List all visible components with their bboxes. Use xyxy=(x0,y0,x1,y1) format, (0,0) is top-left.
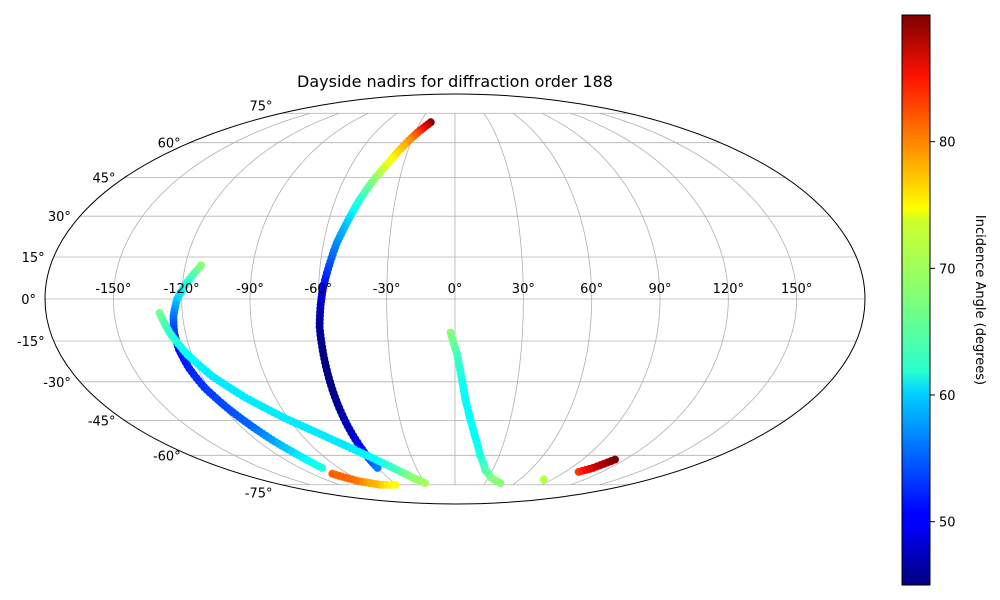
gridlines xyxy=(45,112,865,486)
lat-tick-label: -15° xyxy=(17,335,45,350)
meridian-gridline xyxy=(541,112,661,486)
lon-tick-label: 90° xyxy=(648,282,671,297)
map-boundary xyxy=(44,93,866,505)
meridian-gridline xyxy=(112,112,311,486)
data-point xyxy=(610,455,619,464)
lat-tick-label: -45° xyxy=(88,414,116,429)
lon-tick-label: -60° xyxy=(304,282,332,297)
lon-tick-label: 150° xyxy=(781,282,812,297)
colorbar-tick-label: 80 xyxy=(939,136,956,151)
lon-tick-label: 30° xyxy=(512,282,535,297)
colorbar-tick-label: 50 xyxy=(939,516,956,531)
lon-tick-label: -150° xyxy=(95,282,131,297)
data-points xyxy=(155,118,619,489)
meridian-gridline xyxy=(599,112,798,486)
lat-tick-label: 45° xyxy=(93,172,116,187)
data-point xyxy=(391,480,400,489)
colorbar: 50 60 70 80 Incidence Angle (degrees) xyxy=(901,14,987,586)
longitude-tick-labels: -150° -120° -90° -60° -30° 0° 30° 60° 90° 120° 150… xyxy=(95,282,812,297)
chart-title: Dayside nadirs for diffraction order 188 xyxy=(297,72,613,91)
lat-tick-label: 60° xyxy=(158,137,181,152)
lat-tick-label: -30° xyxy=(43,376,71,391)
colorbar-gradient xyxy=(901,14,931,586)
lat-tick-label: 75° xyxy=(249,99,272,114)
colorbar-tick-label: 60 xyxy=(939,389,956,404)
meridian-gridline xyxy=(386,113,427,485)
colorbar-ticks: 50 60 70 80 xyxy=(930,136,956,531)
meridian-gridline xyxy=(512,112,593,486)
data-point xyxy=(317,463,326,472)
lon-tick-label: -90° xyxy=(236,282,264,297)
map-area: -150° -120° -90° -60° -30° 0° 30° 60° 90° 120° 150… xyxy=(17,93,866,505)
meridian-gridline xyxy=(249,112,369,486)
lat-tick-label: 0° xyxy=(21,293,36,308)
meridian-gridline xyxy=(483,113,524,485)
lat-tick-label: 15° xyxy=(22,251,45,266)
lat-tick-label: -75° xyxy=(245,487,273,502)
colorbar-label: Incidence Angle (degrees) xyxy=(972,215,987,385)
lat-tick-label: 30° xyxy=(48,210,71,225)
colorbar-tick-label: 70 xyxy=(939,262,956,277)
data-point xyxy=(496,479,505,488)
data-point xyxy=(420,479,429,488)
lon-tick-label: 120° xyxy=(713,282,744,297)
data-point xyxy=(373,463,382,472)
lon-tick-label: 60° xyxy=(580,282,603,297)
meridian-gridline xyxy=(570,112,729,486)
latitude-tick-labels: 75° 60° 45° 30° 15° 0° -15° -30° -45° -60° -75° xyxy=(17,99,273,501)
data-point xyxy=(539,475,548,484)
lon-tick-label: -120° xyxy=(164,282,200,297)
meridian-gridline xyxy=(181,112,340,486)
lon-tick-label: -30° xyxy=(373,282,401,297)
lat-tick-label: -60° xyxy=(153,449,181,464)
lon-tick-label: 0° xyxy=(448,282,463,297)
